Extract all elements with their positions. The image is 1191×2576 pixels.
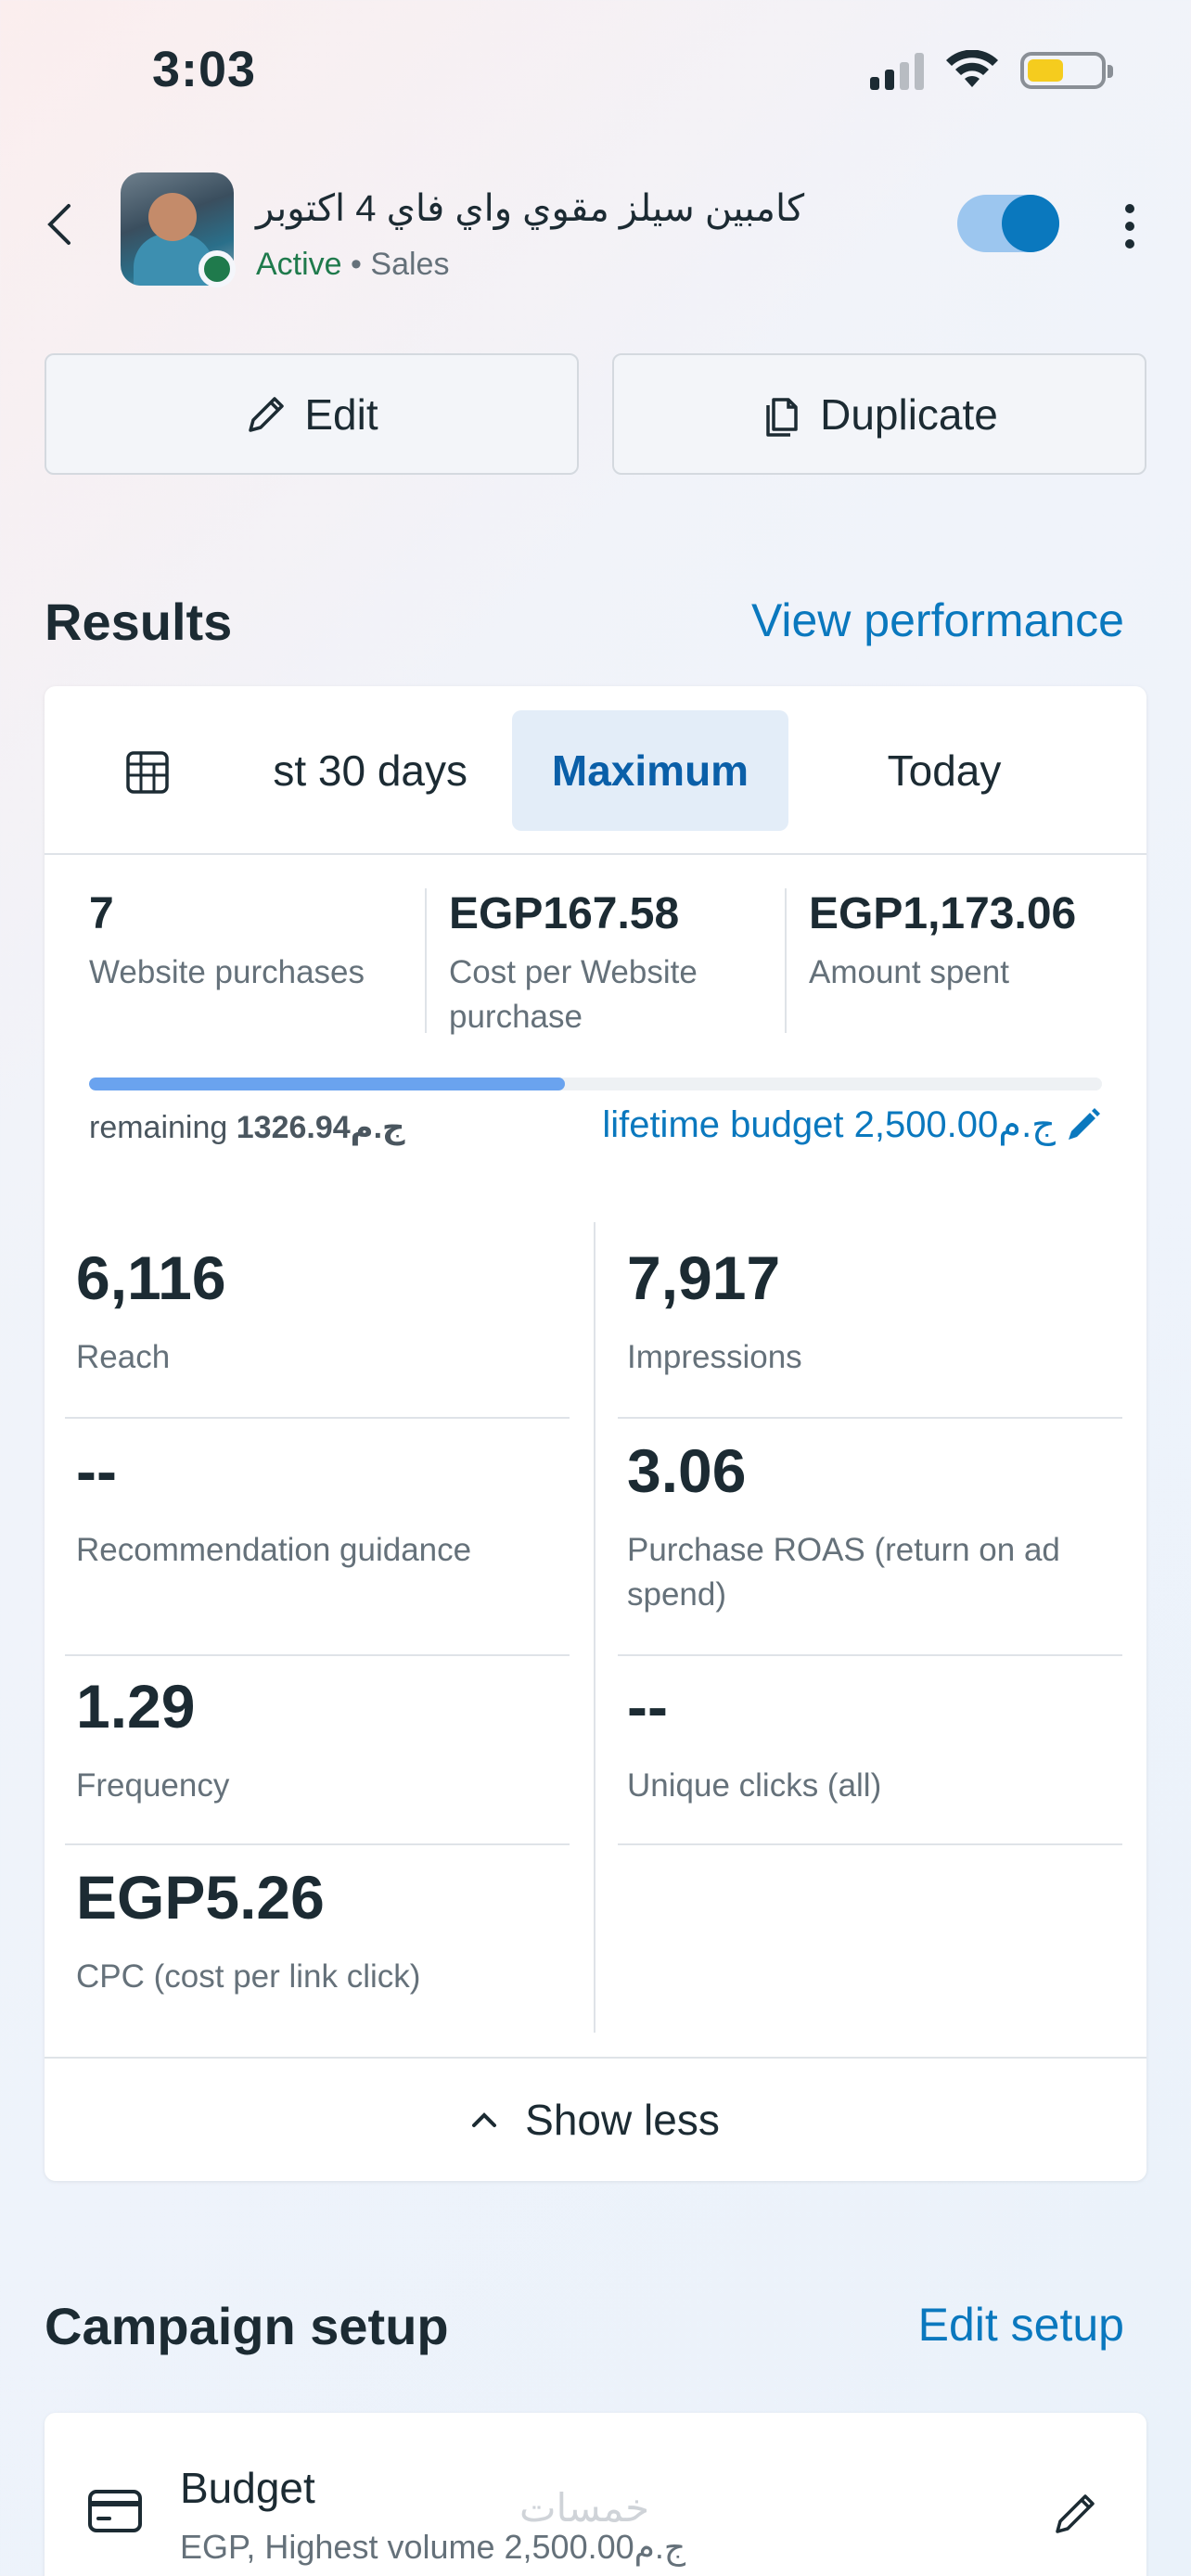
- metric-impressions: 7,917 Impressions: [627, 1243, 1132, 1380]
- calendar-table-icon[interactable]: [124, 749, 171, 796]
- view-performance-link[interactable]: View performance: [750, 594, 1124, 646]
- more-dot: [1125, 222, 1134, 231]
- budget-title: Budget: [180, 2464, 315, 2512]
- metric-label: Reach: [76, 1339, 171, 1375]
- budget-subtitle: EGP, Highest volume 2,500.00ج.م: [180, 2528, 686, 2566]
- summary-label: Website purchases: [89, 954, 365, 990]
- more-dot: [1125, 204, 1134, 213]
- summary-website-purchases: 7 Website purchases: [89, 888, 404, 1029]
- chevron-up-icon: [472, 2112, 497, 2127]
- remaining-amount: 1326.94ج.م: [236, 1110, 405, 1145]
- more-dot: [1125, 239, 1134, 249]
- active-status-dot: [198, 250, 236, 287]
- edit-button[interactable]: Edit: [45, 353, 579, 475]
- metric-value: 1.29: [76, 1672, 196, 1741]
- metric-value: --: [76, 1436, 117, 1505]
- metric-label: Recommendation guidance: [76, 1532, 472, 1568]
- campaign-objective: Sales: [370, 247, 450, 282]
- budget-progress-bar: [89, 1078, 1102, 1090]
- metric-value: --: [627, 1672, 668, 1741]
- watermark: خمسات: [519, 2486, 650, 2530]
- date-range-tabs: st 30 days Maximum Today: [45, 686, 1146, 855]
- budget-progress-fill: [89, 1078, 566, 1090]
- campaign-setup-title: Campaign setup: [45, 2297, 449, 2355]
- tab-last-30-days-label: st 30 days: [273, 746, 467, 795]
- status-icons: [870, 50, 1113, 91]
- pencil-icon: [1069, 1108, 1100, 1140]
- credit-card-icon: [88, 2490, 142, 2532]
- tab-maximum-label: Maximum: [551, 746, 749, 795]
- metric-cpc: EGP5.26 CPC (cost per link click): [76, 1862, 581, 1999]
- metrics-divider: [594, 1222, 596, 2033]
- budget-row[interactable]: Budget EGP, Highest volume 2,500.00ج.م: [45, 2413, 1146, 2576]
- duplicate-icon: [766, 397, 798, 437]
- summary-value: 7: [89, 889, 114, 938]
- duplicate-button[interactable]: Duplicate: [612, 353, 1146, 475]
- metric-unique-clicks: -- Unique clicks (all): [627, 1671, 1132, 1808]
- tab-last-30-days[interactable]: st 30 days: [230, 710, 490, 831]
- more-options-button[interactable]: [1113, 198, 1146, 254]
- remaining-prefix: remaining: [89, 1110, 228, 1145]
- metric-value: 7,917: [627, 1243, 781, 1312]
- metric-label: Impressions: [627, 1339, 802, 1375]
- summary-amount-spent: EGP1,173.06 Amount spent: [809, 888, 1124, 1029]
- metric-recommendation-guidance: -- Recommendation guidance: [76, 1435, 581, 1573]
- campaign-toggle[interactable]: [957, 195, 1059, 252]
- tab-today-label: Today: [887, 746, 1002, 795]
- tab-today[interactable]: Today: [805, 710, 1083, 831]
- remaining-budget: remaining 1326.94ج.م: [89, 1109, 405, 1146]
- metric-label: Frequency: [76, 1767, 230, 1804]
- metric-label: CPC (cost per link click): [76, 1958, 421, 1995]
- lifetime-budget-link[interactable]: lifetime budget 2,500.00ج.م: [602, 1103, 1102, 1146]
- metric-reach: 6,116 Reach: [76, 1243, 581, 1380]
- summary-value: EGP167.58: [449, 889, 680, 938]
- results-card: st 30 days Maximum Today 7 Website purch…: [45, 686, 1146, 2181]
- metric-frequency: 1.29 Frequency: [76, 1671, 581, 1808]
- back-button[interactable]: [37, 197, 82, 252]
- metric-purchase-roas: 3.06 Purchase ROAS (return on ad spend): [627, 1435, 1072, 1617]
- show-less-button[interactable]: Show less: [45, 2057, 1146, 2181]
- metric-label: Unique clicks (all): [627, 1767, 882, 1804]
- results-summary: 7 Website purchases EGP167.58 Cost per W…: [45, 888, 1146, 1035]
- lifetime-budget-text: lifetime budget 2,500.00ج.م: [602, 1104, 1056, 1145]
- summary-label: Cost per Website purchase: [449, 954, 698, 1035]
- chevron-left-icon: [47, 204, 70, 245]
- duplicate-label: Duplicate: [820, 389, 998, 439]
- cellular-signal-icon: [870, 51, 924, 90]
- wifi-icon: [946, 50, 998, 87]
- campaign-name: كامبين سيلز مقوي واي فاي 4 اكتوبر: [256, 188, 805, 229]
- metric-value: 3.06: [627, 1436, 747, 1505]
- metric-value: EGP5.26: [76, 1863, 325, 1932]
- summary-label: Amount spent: [809, 954, 1009, 990]
- pencil-icon[interactable]: [1050, 2487, 1102, 2539]
- edit-label: Edit: [304, 389, 378, 439]
- tab-maximum[interactable]: Maximum: [512, 710, 788, 831]
- results-title: Results: [45, 593, 233, 651]
- subtitle-separator: •: [351, 247, 362, 282]
- campaign-subtitle: Active • Sales: [256, 247, 449, 283]
- edit-setup-link[interactable]: Edit setup: [917, 2299, 1124, 2351]
- toggle-knob: [1002, 195, 1059, 252]
- status-time: 3:03: [152, 42, 257, 97]
- show-less-label: Show less: [525, 2096, 720, 2144]
- summary-value: EGP1,173.06: [809, 889, 1077, 938]
- battery-icon: [1020, 52, 1113, 89]
- pencil-icon: [249, 396, 285, 432]
- metric-value: 6,116: [76, 1243, 226, 1312]
- summary-cost-per-purchase: EGP167.58 Cost per Website purchase: [449, 888, 764, 1035]
- metric-label: Purchase ROAS (return on ad spend): [627, 1532, 1060, 1613]
- campaign-status: Active: [256, 247, 342, 282]
